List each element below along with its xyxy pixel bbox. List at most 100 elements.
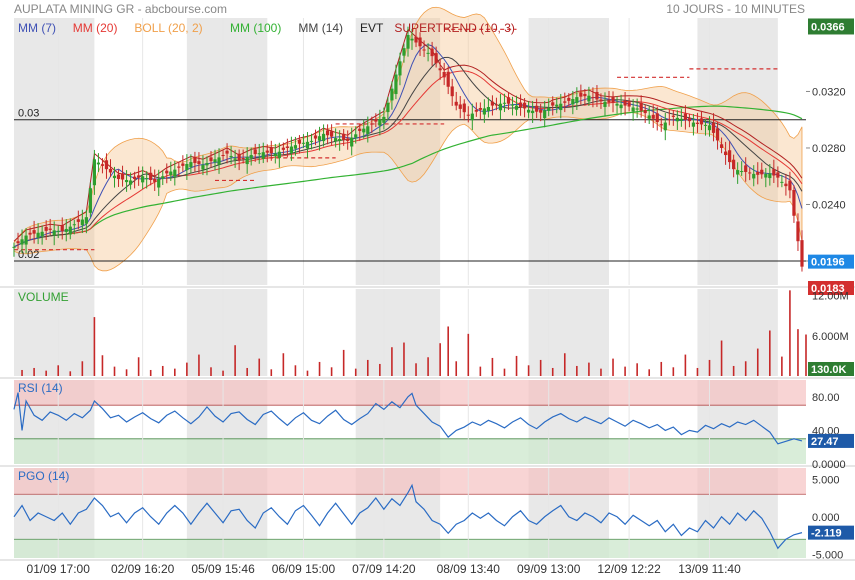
volume-bar (270, 369, 273, 376)
price-badge (808, 281, 854, 295)
candle (325, 124, 330, 145)
candle-body (358, 128, 362, 132)
candle-body (752, 173, 756, 179)
candle (663, 112, 667, 141)
candle (567, 93, 571, 106)
candle-body (309, 140, 314, 142)
chart-period[interactable]: 10 JOURS - 10 MINUTES (666, 2, 805, 16)
candle-body (60, 225, 64, 232)
candle-body (683, 113, 687, 120)
candle-body (430, 48, 434, 57)
candle (502, 93, 507, 113)
candle (297, 135, 302, 154)
indicator-legend-item[interactable]: EVT (360, 21, 384, 35)
candle-body (619, 104, 623, 109)
indicator-legend-item[interactable]: MM (7) (18, 21, 56, 35)
day-band (528, 289, 610, 376)
candle-body (273, 153, 277, 157)
candle (671, 110, 675, 126)
candle (281, 142, 285, 155)
day-band (697, 289, 778, 376)
candle (498, 94, 503, 120)
candle (293, 136, 298, 156)
candle (165, 163, 169, 184)
candle (547, 98, 551, 117)
candle (571, 90, 575, 115)
x-tick-label: 02/09 16:20 (111, 562, 175, 576)
volume-badge (808, 362, 854, 376)
candle (137, 166, 141, 186)
volume-bar (125, 369, 128, 376)
candle-body (498, 103, 503, 111)
pgo-title: PGO (14) (18, 469, 69, 483)
indicator-legend-item[interactable]: MM (20) (73, 21, 118, 35)
candle-body (213, 159, 217, 163)
candle (366, 116, 370, 143)
indicator-legend-item[interactable]: MM (100) (230, 21, 281, 35)
candle (434, 46, 438, 68)
price-badge-label: 0.0183 (811, 283, 845, 295)
rsi-badge (808, 433, 854, 448)
candle-body (24, 235, 28, 245)
candle (32, 220, 36, 244)
volume-bar (379, 363, 381, 376)
indicator-legend-item[interactable]: SUPERTREND (10, 3) (394, 21, 514, 35)
candle (748, 167, 752, 181)
price-tick-label: 0.0280 (812, 143, 846, 155)
candle-body (297, 139, 302, 144)
indicator-legend-item[interactable]: MM (14) (298, 21, 343, 35)
candle-body (394, 74, 398, 95)
candle-body (780, 181, 784, 183)
candle (788, 171, 792, 199)
candle (261, 142, 265, 164)
volume-bar (403, 342, 405, 376)
volume-bar (789, 290, 791, 376)
volume-bar (648, 369, 651, 376)
candle (221, 149, 225, 161)
candle (462, 99, 466, 121)
volume-bar (479, 366, 482, 376)
candle (410, 28, 414, 50)
candle (780, 174, 784, 188)
candle (728, 141, 732, 169)
candle (249, 147, 253, 166)
candle (374, 113, 378, 128)
candle (100, 158, 105, 174)
candle (120, 165, 125, 187)
candle-body (362, 128, 366, 133)
candle-body (410, 38, 414, 41)
candle (792, 185, 796, 223)
candle-body (366, 126, 370, 134)
candle-body (607, 100, 611, 103)
candle-body (736, 170, 740, 175)
candle (800, 230, 804, 272)
candle-body (715, 128, 720, 141)
candle-body (44, 226, 48, 231)
candle-body (611, 97, 615, 103)
candle (76, 210, 80, 230)
candle-body (732, 159, 736, 170)
candle (450, 78, 454, 106)
candle-body (470, 113, 474, 121)
candle (418, 32, 422, 56)
candle (28, 227, 32, 241)
candle (185, 154, 189, 180)
x-tick-label: 08/09 13:40 (437, 562, 501, 576)
candle-body (776, 172, 780, 178)
candle (756, 162, 760, 185)
candle-body (265, 150, 269, 153)
candle (579, 84, 583, 105)
indicator-legend-item[interactable]: BOLL (20, 2) (134, 21, 202, 35)
candle-body (72, 224, 76, 226)
candle (611, 91, 615, 113)
candle-body (249, 155, 253, 159)
candle (237, 149, 241, 171)
candle (695, 112, 700, 133)
candle (265, 144, 269, 163)
candle (655, 106, 659, 131)
candle (510, 96, 515, 116)
candle (402, 43, 406, 63)
candle-body (462, 103, 466, 113)
candle-body (342, 133, 346, 140)
candle-body (350, 137, 354, 147)
